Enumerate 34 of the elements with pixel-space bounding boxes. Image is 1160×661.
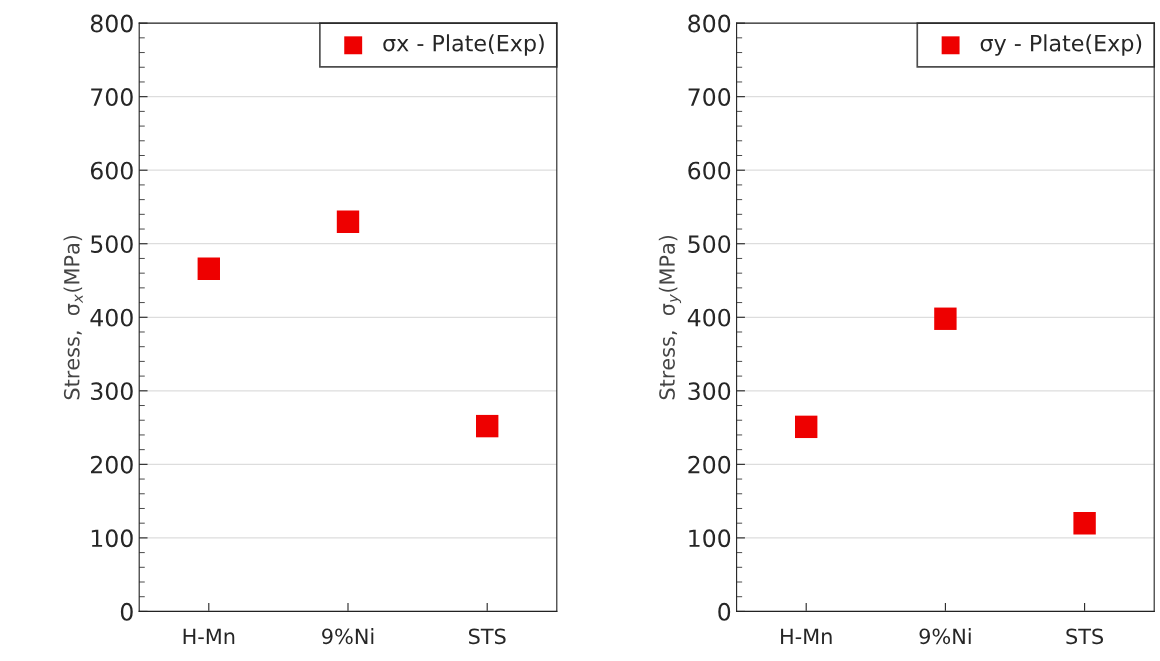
y-axis-title: Stress, σ$_{y}$(MPa) [658, 235, 682, 400]
y-tick-label: 0 [120, 602, 133, 621]
y-tick-label: 400 [90, 308, 133, 327]
legend-label: σx - Plate(Exp) [383, 34, 544, 56]
y-tick-label: 500 [91, 235, 133, 254]
x-tick-label: H-Mn [781, 628, 832, 644]
x-tick-label: H-Mn [183, 628, 235, 644]
y-tick-label: 200 [688, 455, 731, 474]
point [934, 307, 957, 330]
y-tick-label: 300 [91, 382, 133, 401]
y-axis-title: Stress, σ$_{x}$(MPa) [63, 235, 83, 400]
x-tick-label: 9%Ni [322, 628, 374, 645]
x-tick-label: STS [1066, 628, 1104, 645]
point [476, 414, 499, 438]
y-tick-label: 600 [90, 161, 133, 180]
y-tick-label: 600 [688, 161, 731, 180]
y-tick-label: 200 [91, 455, 133, 474]
y-tick-label: 700 [688, 88, 731, 106]
x-tick-label: STS [468, 628, 506, 645]
y-tick-label: 800 [688, 14, 731, 33]
point [1073, 511, 1096, 535]
y-tick-label: 500 [688, 235, 731, 254]
y-tick-label: 300 [688, 382, 731, 401]
y-tick-label: 100 [689, 529, 731, 548]
y-tick-label: 400 [687, 308, 731, 327]
x-tick-label: 9%Ni [919, 628, 971, 645]
y-tick-label: 0 [718, 602, 731, 621]
point [795, 415, 818, 439]
y-tick-label: 700 [91, 88, 133, 106]
point [197, 257, 220, 280]
point [336, 210, 360, 233]
y-tick-label: 100 [91, 529, 133, 548]
legend-label: σy - Plate(Exp) [980, 34, 1142, 56]
y-tick-label: 800 [90, 14, 133, 33]
